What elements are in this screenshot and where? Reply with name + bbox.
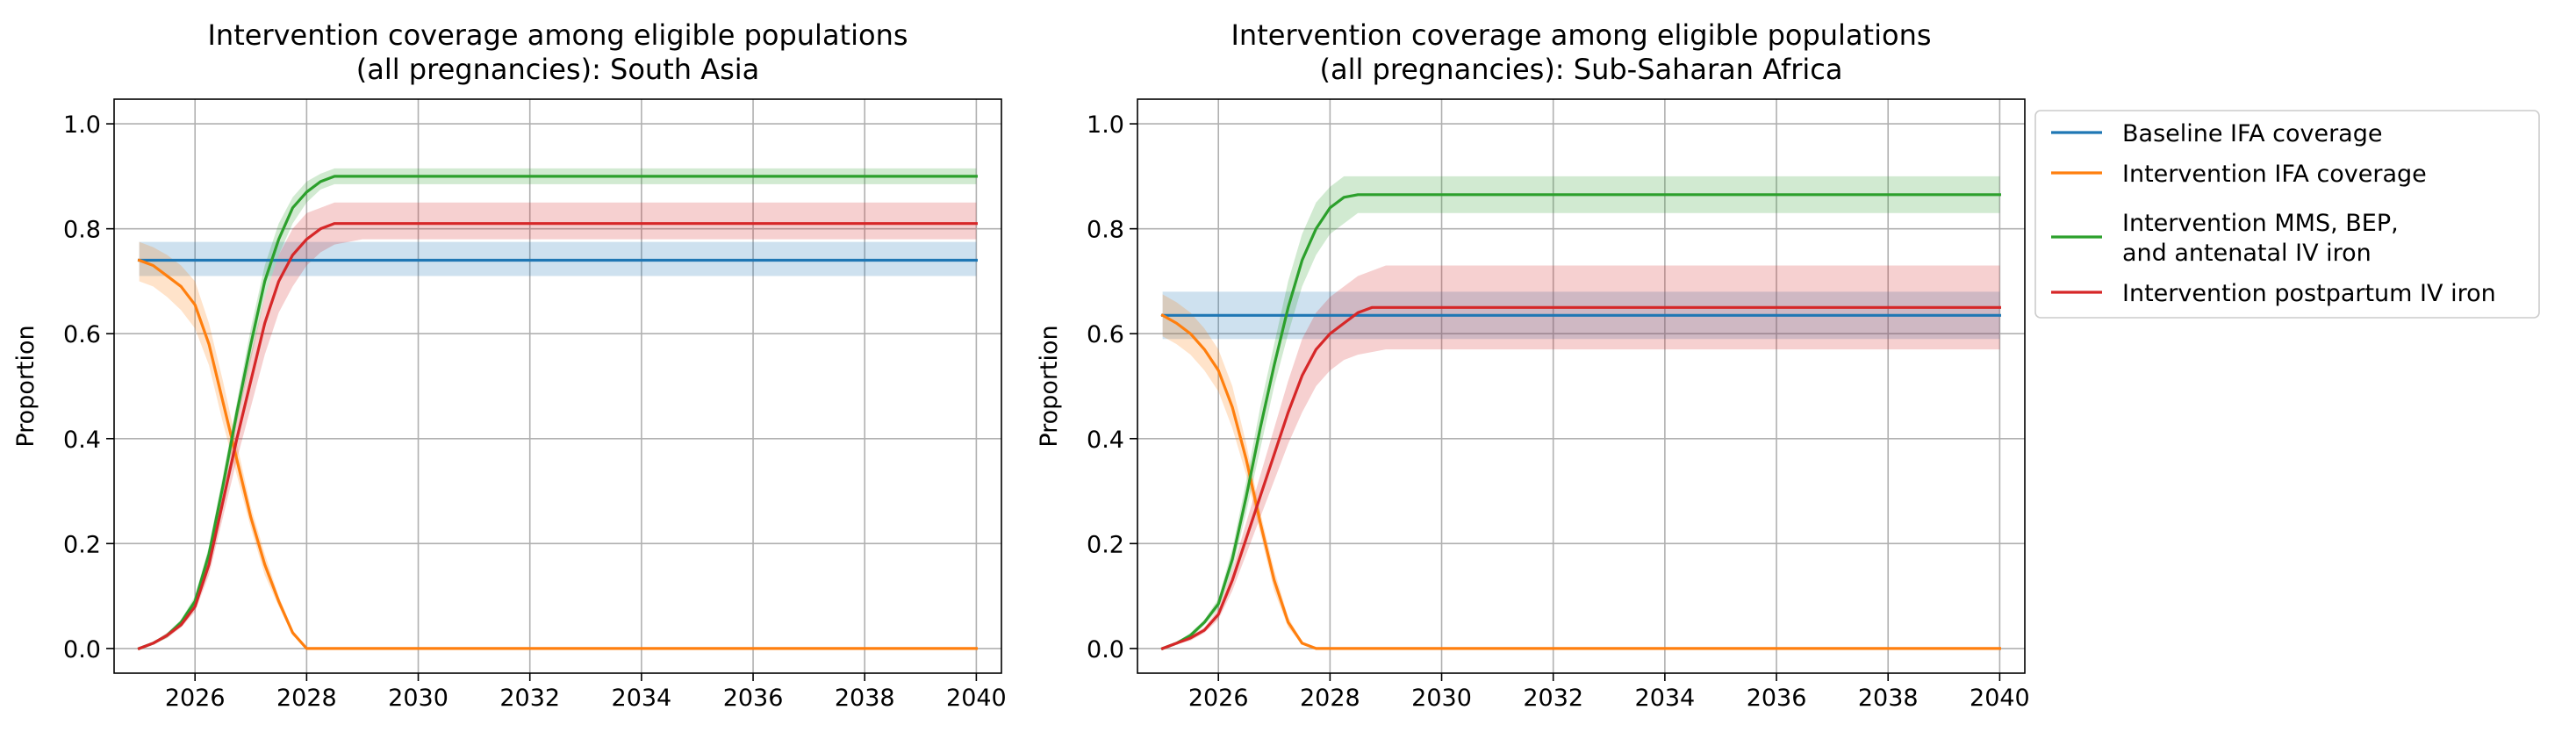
x-tick-label: 2036 xyxy=(1747,685,1807,712)
x-tick-label: 2034 xyxy=(612,685,672,712)
y-tick-label: 0.4 xyxy=(63,427,101,454)
x-tick-label: 2030 xyxy=(1411,685,1472,712)
axes-frame xyxy=(113,98,1002,674)
axes-frame xyxy=(1137,98,2026,674)
x-tick-label: 2040 xyxy=(946,685,1007,712)
y-tick-label: 0.0 xyxy=(1087,636,1124,664)
x-tick-label: 2032 xyxy=(499,685,560,712)
y-tick-label: 0.8 xyxy=(1087,217,1124,244)
y-tick-label: 0.2 xyxy=(1087,531,1124,558)
series-line-pp xyxy=(1160,305,2001,650)
x-tick-label: 2038 xyxy=(835,685,895,712)
chart-title-line1: Intervention coverage among eligible pop… xyxy=(1231,18,1931,52)
y-tick-label: 0.4 xyxy=(1087,427,1124,454)
band-pp xyxy=(1162,265,2000,649)
legend-box xyxy=(2034,110,2540,319)
series-line-ifa xyxy=(137,258,978,650)
x-tick-label: 2026 xyxy=(1188,685,1249,712)
series-line-mms xyxy=(137,175,978,650)
legend-label-ifa: Intervention IFA coverage xyxy=(2122,161,2427,188)
series-line-ifa xyxy=(1160,313,2001,650)
x-tick-label: 2040 xyxy=(1970,685,2030,712)
chart-title-line2: (all pregnancies): Sub-Saharan Africa xyxy=(1319,53,1842,86)
y-tick-label: 1.0 xyxy=(63,111,101,139)
y-tick-label: 0.6 xyxy=(1087,321,1124,348)
chart-panel-1: 2026 2028 2030 2032 2034 2036 2038 2040 0.0 0.2 0.… xyxy=(12,18,1007,712)
y-tick-label: 0.2 xyxy=(63,531,101,558)
y-tick-label: 0.6 xyxy=(63,321,101,348)
series-line-pp xyxy=(137,222,978,650)
x-tick-label: 2036 xyxy=(723,685,784,712)
legend-label-mms: and antenatal IV iron xyxy=(2122,240,2371,267)
legend-label-mms: Intervention MMS, BEP, xyxy=(2122,210,2399,237)
series-line-mms xyxy=(1160,193,2001,650)
x-tick-label: 2038 xyxy=(1858,685,1919,712)
x-tick-label: 2028 xyxy=(276,685,337,712)
legend: Baseline IFA coverage Intervention IFA co… xyxy=(2034,110,2540,319)
x-tick-label: 2026 xyxy=(165,685,226,712)
y-tick-label: 1.0 xyxy=(1087,111,1124,139)
x-tick-label: 2032 xyxy=(1523,685,1583,712)
y-axis-label: Proportion xyxy=(12,325,39,447)
chart-panel-2: 2026 2028 2030 2032 2034 2036 2038 2040 0.0 0.2 0.… xyxy=(1036,18,2030,712)
legend-label-pp: Intervention postpartum IV iron xyxy=(2122,280,2496,307)
legend-label-baseline: Baseline IFA coverage xyxy=(2122,120,2382,147)
chart-title-line1: Intervention coverage among eligible pop… xyxy=(207,18,908,52)
y-tick-label: 0.0 xyxy=(63,636,101,664)
x-tick-label: 2030 xyxy=(388,685,448,712)
y-tick-label: 0.8 xyxy=(63,217,101,244)
x-tick-label: 2034 xyxy=(1635,685,1696,712)
y-axis-label: Proportion xyxy=(1036,325,1063,447)
band-mms xyxy=(139,168,977,649)
chart-title-line2: (all pregnancies): South Asia xyxy=(356,53,760,86)
x-tick-label: 2028 xyxy=(1300,685,1360,712)
